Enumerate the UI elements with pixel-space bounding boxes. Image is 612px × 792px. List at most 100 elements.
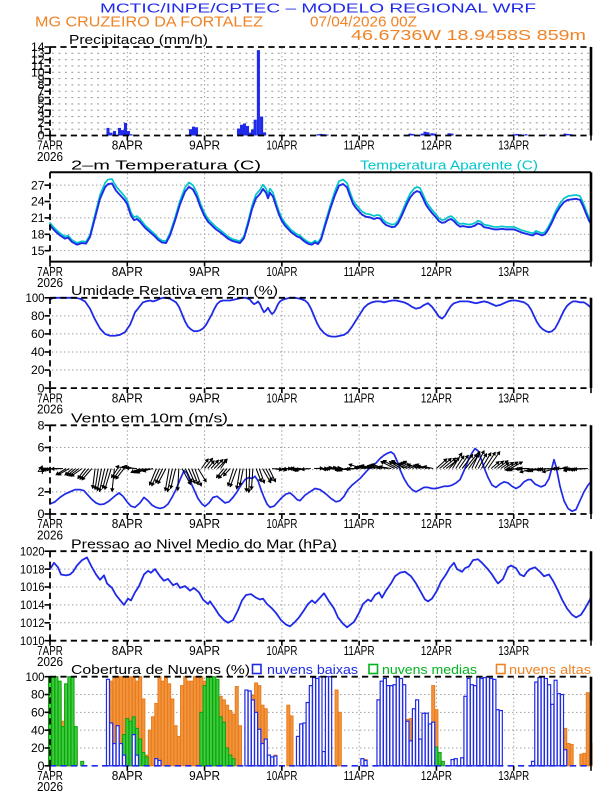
svg-text:2026: 2026 bbox=[37, 528, 63, 542]
svg-text:2026: 2026 bbox=[37, 403, 63, 417]
svg-text:60: 60 bbox=[31, 706, 45, 720]
svg-text:6: 6 bbox=[38, 91, 45, 105]
svg-text:7APR: 7APR bbox=[37, 517, 63, 531]
svg-text:7: 7 bbox=[38, 85, 45, 99]
svg-text:10APR: 10APR bbox=[266, 139, 297, 153]
svg-text:7APR: 7APR bbox=[37, 769, 63, 783]
svg-text:6: 6 bbox=[38, 441, 45, 455]
svg-text:13APR: 13APR bbox=[498, 769, 529, 783]
svg-text:7APR: 7APR bbox=[37, 391, 63, 405]
svg-text:10APR: 10APR bbox=[266, 644, 297, 658]
svg-text:8APR: 8APR bbox=[112, 139, 143, 153]
svg-text:40: 40 bbox=[31, 723, 45, 737]
svg-text:2026: 2026 bbox=[37, 276, 63, 290]
svg-text:11APR: 11APR bbox=[344, 644, 375, 658]
svg-text:1020: 1020 bbox=[20, 544, 45, 558]
svg-text:2026: 2026 bbox=[37, 780, 63, 792]
svg-text:13APR: 13APR bbox=[498, 265, 529, 279]
svg-text:9: 9 bbox=[38, 72, 45, 86]
svg-text:12APR: 12APR bbox=[421, 517, 452, 531]
svg-text:15: 15 bbox=[31, 244, 45, 258]
svg-text:7APR: 7APR bbox=[37, 139, 63, 153]
svg-text:13APR: 13APR bbox=[498, 139, 529, 153]
svg-text:10APR: 10APR bbox=[266, 265, 297, 279]
svg-text:2: 2 bbox=[38, 485, 45, 499]
svg-text:80: 80 bbox=[31, 688, 45, 702]
svg-text:0: 0 bbox=[38, 507, 45, 521]
svg-text:MCTIC/INPE/CPTEC – MODELO REGI: MCTIC/INPE/CPTEC – MODELO REGIONAL WRF bbox=[100, 1, 536, 16]
svg-text:80: 80 bbox=[31, 309, 45, 323]
svg-text:Umidade Relativa em 2m (%): Umidade Relativa em 2m (%) bbox=[71, 284, 278, 298]
svg-text:4: 4 bbox=[38, 463, 45, 477]
svg-text:9APR: 9APR bbox=[189, 644, 220, 658]
svg-text:5: 5 bbox=[38, 97, 45, 111]
svg-text:9APR: 9APR bbox=[189, 517, 220, 531]
svg-text:1014: 1014 bbox=[20, 598, 45, 612]
svg-text:21: 21 bbox=[31, 211, 45, 225]
svg-text:13: 13 bbox=[31, 47, 45, 61]
svg-text:24: 24 bbox=[31, 195, 45, 209]
svg-text:Pressao ao Nivel Medio do Mar: Pressao ao Nivel Medio do Mar (hPa) bbox=[71, 538, 337, 552]
svg-text:11: 11 bbox=[31, 59, 45, 73]
svg-text:10APR: 10APR bbox=[266, 769, 297, 783]
svg-text:MG CRUZEIRO DA FORTALEZ: MG CRUZEIRO DA FORTALEZ bbox=[35, 15, 263, 31]
svg-text:2026: 2026 bbox=[37, 150, 63, 164]
svg-text:0: 0 bbox=[38, 129, 45, 143]
svg-text:8APR: 8APR bbox=[112, 265, 143, 279]
svg-text:13APR: 13APR bbox=[498, 517, 529, 531]
svg-text:9APR: 9APR bbox=[189, 769, 220, 783]
svg-text:10APR: 10APR bbox=[266, 391, 297, 405]
svg-text:7APR: 7APR bbox=[37, 644, 63, 658]
svg-text:8APR: 8APR bbox=[112, 644, 143, 658]
svg-text:100: 100 bbox=[26, 291, 45, 305]
svg-text:10: 10 bbox=[31, 66, 45, 80]
svg-text:11APR: 11APR bbox=[344, 139, 375, 153]
svg-text:20: 20 bbox=[31, 363, 45, 377]
svg-text:14: 14 bbox=[31, 40, 45, 54]
svg-text:Precipitacao (mm/h): Precipitacao (mm/h) bbox=[69, 33, 208, 47]
svg-text:13APR: 13APR bbox=[498, 644, 529, 658]
svg-text:11APR: 11APR bbox=[344, 517, 375, 531]
svg-text:12APR: 12APR bbox=[421, 265, 452, 279]
svg-text:2: 2 bbox=[38, 116, 45, 130]
svg-text:20: 20 bbox=[31, 741, 45, 755]
svg-text:0: 0 bbox=[38, 759, 45, 773]
svg-text:9APR: 9APR bbox=[189, 265, 220, 279]
svg-text:2–m Temperatura (C): 2–m Temperatura (C) bbox=[71, 159, 261, 173]
svg-text:nuvens baixas: nuvens baixas bbox=[267, 663, 358, 677]
svg-text:9APR: 9APR bbox=[189, 391, 220, 405]
svg-text:12: 12 bbox=[31, 53, 45, 67]
svg-text:8APR: 8APR bbox=[112, 391, 143, 405]
svg-text:7APR: 7APR bbox=[37, 265, 63, 279]
svg-text:8: 8 bbox=[38, 78, 45, 92]
svg-text:1012: 1012 bbox=[20, 616, 45, 630]
svg-text:8APR: 8APR bbox=[112, 517, 143, 531]
svg-text:Temperatura Aparente (C): Temperatura Aparente (C) bbox=[360, 159, 538, 173]
svg-text:4: 4 bbox=[38, 103, 45, 117]
svg-text:8APR: 8APR bbox=[112, 769, 143, 783]
svg-text:27: 27 bbox=[31, 178, 45, 192]
svg-text:2026: 2026 bbox=[37, 655, 63, 669]
svg-text:nuvens medias: nuvens medias bbox=[382, 663, 477, 677]
svg-text:11APR: 11APR bbox=[344, 265, 375, 279]
svg-text:07/04/2026 00Z: 07/04/2026 00Z bbox=[310, 15, 417, 31]
svg-text:12APR: 12APR bbox=[421, 769, 452, 783]
svg-text:18: 18 bbox=[31, 228, 45, 242]
svg-text:3: 3 bbox=[38, 110, 45, 124]
svg-text:46.6736W 18.9458S 859m: 46.6736W 18.9458S 859m bbox=[351, 28, 586, 44]
svg-text:0: 0 bbox=[38, 381, 45, 395]
svg-text:Vento em 10m (m/s): Vento em 10m (m/s) bbox=[71, 412, 228, 426]
svg-text:11APR: 11APR bbox=[344, 391, 375, 405]
svg-text:Cobertura de Nuvens (%): Cobertura de Nuvens (%) bbox=[71, 663, 250, 677]
svg-text:12APR: 12APR bbox=[421, 391, 452, 405]
svg-text:nuvens altas: nuvens altas bbox=[509, 663, 591, 677]
svg-text:1010: 1010 bbox=[20, 634, 45, 648]
svg-text:60: 60 bbox=[31, 327, 45, 341]
svg-text:13APR: 13APR bbox=[498, 391, 529, 405]
svg-text:11APR: 11APR bbox=[344, 769, 375, 783]
svg-text:12APR: 12APR bbox=[421, 644, 452, 658]
svg-text:1018: 1018 bbox=[20, 562, 45, 576]
svg-text:9APR: 9APR bbox=[189, 139, 220, 153]
svg-text:12APR: 12APR bbox=[421, 139, 452, 153]
svg-text:10APR: 10APR bbox=[266, 517, 297, 531]
